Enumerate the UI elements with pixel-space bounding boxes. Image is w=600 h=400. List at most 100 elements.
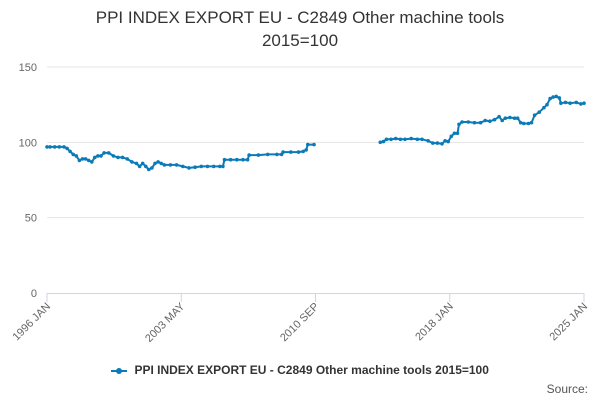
data-point[interactable] bbox=[306, 142, 310, 147]
data-point[interactable] bbox=[134, 161, 139, 166]
data-point[interactable] bbox=[312, 142, 316, 147]
data-point[interactable] bbox=[153, 161, 157, 166]
data-point[interactable] bbox=[120, 155, 125, 160]
data-point[interactable] bbox=[102, 151, 106, 155]
data-point[interactable] bbox=[384, 137, 389, 142]
data-point[interactable] bbox=[83, 157, 88, 161]
data-point[interactable] bbox=[281, 150, 285, 154]
data-point[interactable] bbox=[393, 136, 398, 141]
data-point[interactable] bbox=[289, 150, 293, 154]
data-point[interactable] bbox=[57, 145, 62, 149]
data-point[interactable] bbox=[221, 164, 225, 169]
data-point[interactable] bbox=[168, 163, 173, 167]
data-point[interactable] bbox=[86, 158, 91, 163]
data-point[interactable] bbox=[65, 146, 69, 151]
data-point[interactable] bbox=[403, 137, 407, 142]
data-point[interactable] bbox=[532, 113, 537, 117]
data-point[interactable] bbox=[241, 157, 245, 162]
data-point[interactable] bbox=[147, 167, 151, 172]
data-point[interactable] bbox=[62, 145, 66, 149]
data-point[interactable] bbox=[478, 120, 483, 125]
data-point[interactable] bbox=[415, 137, 420, 142]
source-label[interactable]: Source: bbox=[546, 382, 588, 396]
data-point[interactable] bbox=[457, 122, 461, 127]
data-point[interactable] bbox=[256, 153, 261, 157]
data-point[interactable] bbox=[466, 120, 471, 124]
data-point[interactable] bbox=[130, 160, 134, 164]
series-line[interactable] bbox=[47, 143, 314, 171]
data-point[interactable] bbox=[275, 152, 279, 157]
series-line[interactable] bbox=[380, 95, 585, 145]
data-point[interactable] bbox=[125, 157, 129, 161]
data-point[interactable] bbox=[420, 137, 424, 142]
data-point[interactable] bbox=[557, 96, 562, 100]
data-point[interactable] bbox=[460, 120, 464, 124]
data-point[interactable] bbox=[431, 141, 435, 145]
data-point[interactable] bbox=[492, 117, 497, 122]
data-point[interactable] bbox=[515, 116, 520, 120]
data-point[interactable] bbox=[398, 137, 403, 142]
data-point[interactable] bbox=[381, 139, 386, 144]
data-point[interactable] bbox=[235, 157, 239, 162]
data-point[interactable] bbox=[497, 114, 501, 119]
data-point[interactable] bbox=[211, 164, 216, 169]
data-point[interactable] bbox=[545, 102, 549, 107]
data-point[interactable] bbox=[568, 101, 572, 105]
data-point[interactable] bbox=[563, 100, 568, 105]
data-point[interactable] bbox=[222, 157, 227, 162]
data-point[interactable] bbox=[77, 158, 82, 163]
data-point[interactable] bbox=[245, 157, 250, 162]
data-point[interactable] bbox=[378, 140, 383, 145]
data-point[interactable] bbox=[508, 115, 512, 120]
data-point[interactable] bbox=[435, 141, 440, 145]
data-point[interactable] bbox=[199, 164, 204, 169]
data-point[interactable] bbox=[443, 139, 447, 143]
data-point[interactable] bbox=[452, 131, 457, 136]
data-point[interactable] bbox=[265, 152, 270, 157]
data-point[interactable] bbox=[582, 101, 586, 105]
data-point[interactable] bbox=[522, 121, 526, 126]
data-point[interactable] bbox=[45, 145, 49, 149]
data-point[interactable] bbox=[140, 161, 145, 166]
data-point[interactable] bbox=[68, 149, 72, 154]
data-point[interactable] bbox=[488, 119, 492, 123]
data-point[interactable] bbox=[181, 164, 185, 169]
data-point[interactable] bbox=[156, 160, 160, 164]
data-point[interactable] bbox=[48, 145, 52, 149]
data-point[interactable] bbox=[446, 139, 451, 144]
data-point[interactable] bbox=[150, 166, 154, 170]
data-point[interactable] bbox=[389, 137, 393, 142]
data-point[interactable] bbox=[537, 110, 541, 114]
data-point[interactable] bbox=[512, 116, 517, 120]
data-point[interactable] bbox=[162, 163, 167, 167]
legend[interactable]: PPI INDEX EXPORT EU - C2849 Other machin… bbox=[0, 363, 600, 377]
data-point[interactable] bbox=[449, 134, 454, 139]
data-point[interactable] bbox=[99, 154, 103, 158]
data-point[interactable] bbox=[301, 149, 306, 154]
data-point[interactable] bbox=[52, 145, 57, 149]
data-point[interactable] bbox=[193, 165, 197, 169]
data-point[interactable] bbox=[426, 139, 430, 143]
data-point[interactable] bbox=[93, 155, 97, 160]
data-point[interactable] bbox=[542, 105, 546, 110]
data-point[interactable] bbox=[137, 164, 142, 169]
data-point[interactable] bbox=[551, 95, 555, 99]
data-point[interactable] bbox=[574, 100, 579, 105]
data-point[interactable] bbox=[228, 157, 233, 162]
data-point[interactable] bbox=[187, 166, 191, 170]
data-point[interactable] bbox=[106, 151, 111, 155]
data-point[interactable] bbox=[503, 116, 508, 120]
data-point[interactable] bbox=[559, 101, 563, 105]
data-point[interactable] bbox=[74, 154, 79, 158]
data-point[interactable] bbox=[554, 94, 558, 99]
data-point[interactable] bbox=[218, 164, 222, 169]
data-point[interactable] bbox=[455, 131, 460, 136]
data-point[interactable] bbox=[96, 154, 100, 158]
data-point[interactable] bbox=[526, 121, 531, 126]
data-point[interactable] bbox=[529, 120, 534, 125]
data-point[interactable] bbox=[116, 155, 120, 160]
data-point[interactable] bbox=[409, 136, 414, 141]
data-point[interactable] bbox=[440, 142, 444, 146]
data-point[interactable] bbox=[548, 96, 552, 101]
data-point[interactable] bbox=[205, 164, 210, 169]
